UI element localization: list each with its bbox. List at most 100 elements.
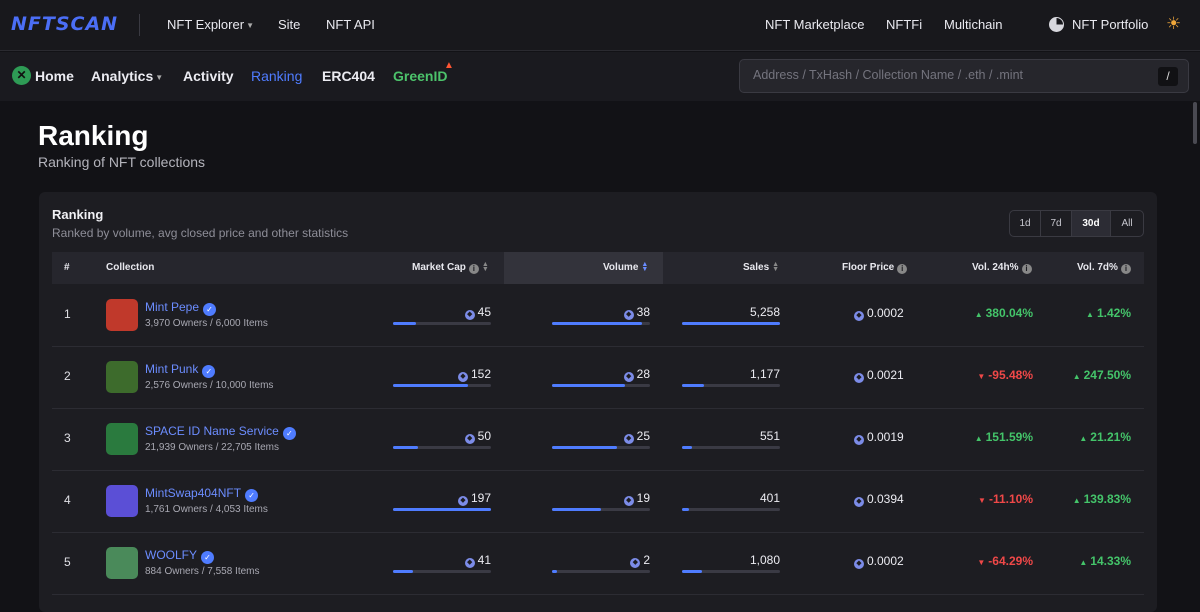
period-30d[interactable]: 30d <box>1072 211 1111 236</box>
nft-marketplace-link[interactable]: NFT Marketplace <box>765 17 865 32</box>
floor-price-value: ◆ 0.0021 <box>854 368 904 383</box>
table-row[interactable]: 1 Mint Pepe ✓ 3,970 Owners / 6,000 Items ◆ 45… <box>52 285 1144 347</box>
search-input[interactable] <box>753 68 1153 82</box>
volume-bar-fill <box>552 508 601 511</box>
collection-avatar[interactable] <box>106 423 138 455</box>
arrow-down-icon: ▼ <box>977 558 986 567</box>
collection-link[interactable]: WOOLFY ✓ <box>145 548 215 564</box>
nav-greenid[interactable]: GreenID <box>393 68 448 84</box>
nav-analytics[interactable]: Analytics ▼ <box>91 68 163 84</box>
header-volume[interactable]: Volume ▲ ▼ <box>603 261 648 273</box>
volume-value: ◆ 28 <box>623 367 650 382</box>
volume-column-highlight <box>504 252 663 284</box>
site-link[interactable]: Site <box>278 17 301 32</box>
verified-check-icon: ✓ <box>203 303 217 316</box>
info-icon: i <box>1120 264 1131 274</box>
eth-icon: ◆ <box>623 434 634 444</box>
collection-name: SPACE ID Name Service <box>145 424 279 438</box>
chevron-down-icon: ▼ <box>155 72 164 82</box>
market-cap-value: ◆ 197 <box>457 491 491 506</box>
card-title: Ranking <box>52 207 104 222</box>
period-1d[interactable]: 1d <box>1010 211 1041 236</box>
header-vol-24h: Vol. 24h% i <box>972 262 1032 274</box>
eth-icon: ◆ <box>623 372 634 382</box>
sales-value: 5,258 <box>749 305 780 319</box>
collection-link[interactable]: Mint Punk ✓ <box>145 362 216 378</box>
period-7d[interactable]: 7d <box>1041 211 1072 236</box>
eth-icon: ◆ <box>854 311 864 321</box>
eth-icon: ◆ <box>854 559 864 569</box>
vol-7d-text: 247.50% <box>1083 368 1131 382</box>
info-icon: i <box>1021 264 1032 274</box>
volume-value: ◆ 38 <box>623 305 650 320</box>
search-box[interactable]: / <box>739 59 1189 93</box>
collection-avatar[interactable] <box>106 547 138 579</box>
eth-icon: ◆ <box>464 310 475 320</box>
sales-bar <box>682 570 780 573</box>
verified-check-icon: ✓ <box>201 551 215 564</box>
nftscan-logo[interactable]: NFTSCAN <box>11 13 119 35</box>
nft-api-link[interactable]: NFT API <box>326 17 375 32</box>
vol-7d-text: 1.42% <box>1096 306 1131 320</box>
vol-24h-text: -95.48% <box>988 368 1033 382</box>
header-floor-price: Floor Price i <box>842 262 908 274</box>
vol-7d-change: ▲ 14.33% <box>1079 554 1131 568</box>
table-row[interactable]: 2 Mint Punk ✓ 2,576 Owners / 10,000 Items ◆ 1… <box>52 347 1144 409</box>
nav-erc404[interactable]: ERC404 <box>322 68 375 84</box>
nav-activity[interactable]: Activity <box>183 68 234 84</box>
nft-portfolio-link[interactable]: NFT Portfolio <box>1072 17 1149 32</box>
volume-text: 25 <box>636 429 650 443</box>
nft-explorer-menu[interactable]: NFT Explorer ▼ <box>167 17 254 32</box>
floor-price-value: ◆ 0.0019 <box>854 430 904 445</box>
sales-bar <box>682 384 780 387</box>
market-cap-bar-fill <box>393 446 418 449</box>
sales-value: 401 <box>759 491 780 505</box>
volume-text: 19 <box>636 491 650 505</box>
table-row[interactable]: 5 WOOLFY ✓ 884 Owners / 7,558 Items ◆ 41 ◆ 2 1,0… <box>52 533 1144 595</box>
floor-price-value: ◆ 0.0002 <box>854 306 904 321</box>
period-all[interactable]: All <box>1121 218 1133 229</box>
volume-bar-fill <box>552 570 557 573</box>
sales-value: 551 <box>759 429 780 443</box>
nav-ranking[interactable]: Ranking <box>251 68 303 84</box>
row-rank: 2 <box>64 369 71 383</box>
vol-7d-change: ▲ 139.83% <box>1073 492 1131 506</box>
collection-avatar[interactable] <box>106 299 138 331</box>
table-row[interactable]: 3 SPACE ID Name Service ✓ 21,939 Owners / 2… <box>52 409 1144 471</box>
collection-name: Mint Pepe <box>145 300 200 314</box>
nav-home[interactable]: Home <box>35 68 74 84</box>
sort-icon: ▲ ▼ <box>772 261 780 273</box>
nftfi-link[interactable]: NFTFi <box>886 17 923 32</box>
table-row[interactable]: 4 MintSwap404NFT ✓ 1,761 Owners / 4,053 Ite… <box>52 471 1144 533</box>
market-cap-value: ◆ 41 <box>464 553 491 568</box>
collection-link[interactable]: Mint Pepe ✓ <box>145 300 217 316</box>
header-volume-label: Volume <box>603 262 639 273</box>
multichain-link[interactable]: Multichain <box>944 17 1003 32</box>
arrow-down-icon: ▼ <box>977 372 986 381</box>
page-scrollbar[interactable] <box>1193 102 1197 144</box>
volume-bar-fill <box>552 446 617 449</box>
vol-7d-change: ▲ 247.50% <box>1073 368 1131 382</box>
page-subtitle: Ranking of NFT collections <box>38 154 206 170</box>
volume-text: 38 <box>636 305 650 319</box>
eth-icon: ◆ <box>457 496 468 506</box>
theme-sun-icon[interactable]: ☀ <box>1166 14 1182 33</box>
collection-link[interactable]: MintSwap404NFT ✓ <box>145 486 259 502</box>
nft-explorer-label: NFT Explorer <box>167 17 245 32</box>
header-sales[interactable]: Sales ▲ ▼ <box>743 261 780 273</box>
floor-price-text: 0.0002 <box>867 554 904 568</box>
header-vol7-label: Vol. 7d% <box>1077 262 1118 273</box>
header-sales-label: Sales <box>743 262 770 273</box>
collection-link[interactable]: SPACE ID Name Service ✓ <box>145 424 296 440</box>
eth-icon: ◆ <box>464 558 475 568</box>
header-market-cap[interactable]: Market Cap i ▲ ▼ <box>412 261 489 274</box>
floor-price-value: ◆ 0.0394 <box>854 492 904 507</box>
volume-text: 28 <box>636 367 650 381</box>
portfolio-pie-icon[interactable] <box>1049 17 1064 32</box>
market-cap-value: ◆ 152 <box>457 367 491 382</box>
collection-avatar[interactable] <box>106 361 138 393</box>
eth-icon: ◆ <box>623 310 634 320</box>
collection-avatar[interactable] <box>106 485 138 517</box>
market-cap-value: ◆ 50 <box>464 429 491 444</box>
home-x-icon[interactable]: ✕ <box>12 66 31 85</box>
